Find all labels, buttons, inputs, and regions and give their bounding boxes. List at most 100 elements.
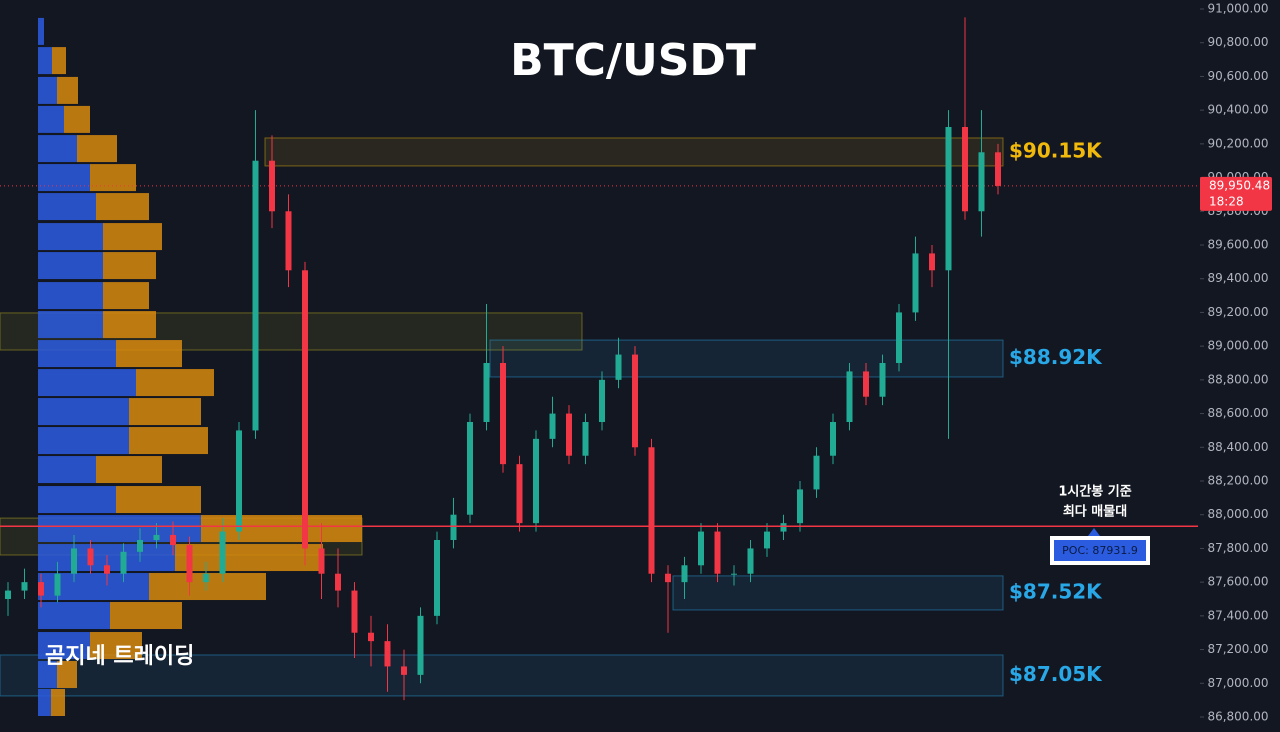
candle-body: [87, 548, 94, 566]
y-tick-label: 87,800.00: [1207, 541, 1268, 555]
sell-volume-bar: [103, 252, 156, 280]
buy-volume-bar: [38, 515, 201, 543]
buy-volume-bar: [38, 164, 90, 192]
buy-volume-bar: [38, 661, 57, 689]
candle-body: [186, 545, 193, 583]
buy-volume-bar: [38, 632, 90, 660]
buy-volume-bar: [38, 193, 96, 221]
sell-volume-bar: [175, 544, 323, 572]
zone: [0, 654, 1004, 697]
candle-body: [945, 127, 952, 271]
candle-body: [632, 354, 638, 448]
candle-body: [714, 531, 721, 574]
candle-body: [747, 548, 754, 574]
buy-volume-bar: [38, 398, 129, 426]
sell-volume-bar: [96, 456, 162, 484]
candle-body: [731, 573, 737, 575]
buy-volume-bar: [38, 340, 116, 368]
candle-body: [813, 455, 820, 490]
y-tick-label: 88,200.00: [1207, 474, 1268, 488]
candle-body: [335, 573, 341, 591]
candle-body: [54, 573, 61, 596]
poc-pointer: [1088, 528, 1100, 536]
buy-volume-bar: [38, 135, 77, 163]
candle-body: [830, 422, 836, 456]
candle-body: [962, 127, 968, 212]
candle-body: [566, 413, 572, 456]
candle-body: [450, 514, 457, 540]
buy-volume-bar: [38, 17, 44, 45]
poc-note: 1시간봉 기준: [1058, 484, 1131, 500]
poc-note: 최다 매물대: [1063, 504, 1127, 520]
candle-body: [417, 615, 424, 675]
y-tick-label: 87,400.00: [1207, 608, 1268, 622]
buy-volume-bar: [38, 282, 103, 310]
sell-volume-bar: [116, 340, 182, 368]
candle-body: [648, 447, 655, 574]
candle-body: [71, 548, 77, 574]
candle-body: [995, 152, 1001, 186]
sell-volume-bar: [129, 427, 208, 455]
y-tick-label: 88,400.00: [1207, 440, 1268, 454]
candle-body: [219, 531, 226, 574]
y-tick-label: 87,600.00: [1207, 575, 1268, 589]
candle-body: [318, 548, 325, 574]
y-tick-label: 90,800.00: [1207, 35, 1268, 49]
watermark: 곰지네 트레이딩: [45, 644, 194, 669]
buy-volume-bar: [38, 456, 96, 484]
candle-body: [846, 371, 853, 422]
candle-body: [467, 422, 473, 515]
buy-volume-bar: [38, 223, 103, 251]
candle-body: [896, 312, 902, 363]
buy-volume-bar: [38, 369, 136, 397]
y-tick-label: 87,200.00: [1207, 642, 1268, 656]
poc-label: POC: 87931.9: [1062, 544, 1138, 557]
sell-volume-bar: [90, 632, 142, 660]
sell-volume-bar: [116, 486, 201, 514]
current-price-tag: [1200, 176, 1272, 211]
zone: [489, 339, 1004, 378]
axis-background: [1200, 0, 1280, 732]
candle-body: [170, 534, 176, 546]
candle-body: [401, 666, 407, 675]
sell-volume-bar: [103, 282, 149, 310]
candle-body: [351, 590, 358, 633]
buy-volume-bar: [38, 47, 52, 75]
candle-body: [929, 253, 935, 271]
sell-volume-bar: [103, 223, 162, 251]
candle-body: [120, 551, 127, 574]
candle-body: [615, 354, 622, 380]
y-tick-label: 89,600.00: [1207, 238, 1268, 252]
candle-body: [269, 160, 275, 212]
candle-body: [582, 422, 589, 456]
candle-body: [252, 160, 259, 431]
candle-body: [500, 363, 506, 465]
sell-volume-bar: [51, 689, 65, 717]
sell-volume-bar: [136, 369, 214, 397]
candle-body: [434, 540, 440, 616]
candle-body: [978, 152, 985, 212]
candle-body: [153, 534, 160, 540]
candle-body: [516, 464, 523, 524]
sell-volume-bar: [90, 164, 136, 192]
candle-body: [236, 430, 242, 532]
sell-volume-bar: [110, 602, 182, 630]
candle-body: [879, 363, 886, 397]
candle-body: [21, 582, 28, 591]
sell-volume-bar: [64, 105, 90, 133]
zone: [264, 137, 1004, 167]
buy-volume-bar: [38, 486, 116, 514]
y-tick-label: 89,200.00: [1207, 305, 1268, 319]
y-tick-label: 90,400.00: [1207, 103, 1268, 117]
y-tick-label: 90,600.00: [1207, 69, 1268, 83]
buy-volume-bar: [38, 602, 110, 630]
candle-body: [780, 523, 787, 532]
buy-volume-bar: [38, 689, 51, 717]
candle-body: [285, 211, 292, 271]
candle-body: [764, 531, 770, 549]
current-price-label: 89,950.48: [1209, 178, 1270, 192]
buy-volume-bar: [38, 105, 64, 133]
candle-body: [665, 573, 671, 583]
